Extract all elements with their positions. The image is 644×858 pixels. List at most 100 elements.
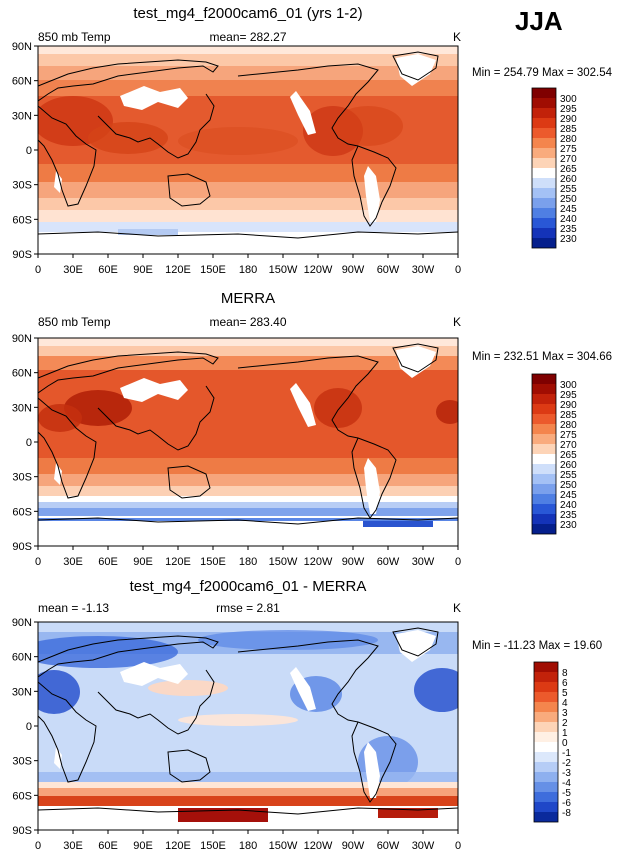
lon-tick-label: 180	[239, 556, 257, 568]
colorbar-label: 295	[560, 390, 577, 401]
lat-axis: 90N 60N 30N 0 30S 60S 90S	[12, 333, 38, 553]
masked-land-rockies	[290, 91, 316, 135]
masked-land-africa	[54, 747, 62, 769]
colorbar-label: 245	[560, 204, 577, 215]
lon-tick-label: 120E	[165, 556, 191, 568]
colorbar-label: 280	[560, 420, 577, 431]
colorbar-label: -6	[562, 798, 571, 809]
coast-south-america	[351, 437, 397, 519]
colorbar-label: -1	[562, 748, 571, 759]
lon-tick-label: 60E	[98, 264, 118, 276]
colorbar-label: 275	[560, 144, 577, 155]
panel-title: test_mg4_f2000cam6_01 (yrs 1-2)	[133, 5, 362, 22]
panel-center-label: rmse = 2.81	[216, 601, 280, 615]
masked-land-greenland	[396, 630, 436, 662]
masked-land-rockies	[290, 667, 316, 711]
colorbar-label: 3	[562, 708, 568, 719]
warm-patch	[178, 714, 298, 726]
lon-tick-label: 60W	[377, 264, 400, 276]
panel-diff: test_mg4_f2000cam6_01 - MERRA mean = -1.…	[12, 578, 602, 852]
coast-greenland	[392, 51, 439, 81]
panel-title: MERRA	[221, 290, 275, 307]
panel-left-label: 850 mb Temp	[38, 30, 111, 44]
colorbar-swatch	[532, 464, 556, 474]
coast-north-america	[237, 355, 379, 439]
band	[38, 458, 458, 476]
coast-antarctica	[38, 231, 458, 239]
colorbar-label: 6	[562, 678, 568, 689]
map-plot: 90N 60N 30N 0 30S 60S 90S 0 30E 60E 90E …	[12, 617, 461, 852]
lon-tick-label: 150E	[200, 556, 226, 568]
colorbar-swatch	[532, 394, 556, 404]
lon-tick-label: 60E	[98, 556, 118, 568]
colorbar-frame	[531, 87, 557, 249]
colorbar-swatch	[532, 494, 556, 504]
colorbar: 300 295 290 285 280 275 270 265 260 255 …	[531, 373, 577, 535]
lon-tick-label: 30W	[412, 840, 435, 852]
lon-tick-label: 150W	[269, 840, 298, 852]
coast-eurasia-north	[38, 59, 219, 102]
colorbar-swatch	[532, 188, 556, 198]
lon-tick-label: 0	[455, 556, 461, 568]
colorbar-label: 255	[560, 184, 577, 195]
coast-south-asia	[97, 669, 215, 735]
colorbar-label: 235	[560, 224, 577, 235]
band	[38, 496, 458, 504]
colorbar-label: 300	[560, 380, 577, 391]
cold-patch	[38, 518, 458, 521]
colorbar-label: 245	[560, 490, 577, 501]
lat-tick-label: 30S	[12, 180, 32, 192]
colorbar-swatch	[534, 672, 558, 682]
lon-tick-label: 90W	[342, 556, 365, 568]
colorbar-label: 265	[560, 450, 577, 461]
lon-tick-label: 0	[455, 264, 461, 276]
coast-antarctica	[38, 517, 458, 525]
lon-axis: 0 30E 60E 90E 120E 150E 180 150W 120W 90…	[35, 254, 461, 276]
lat-tick-label: 60S	[12, 790, 32, 802]
colorbar-swatch	[532, 128, 556, 138]
coast-south-america	[351, 721, 397, 803]
warm-patch	[378, 808, 438, 818]
colorbar-swatch	[532, 208, 556, 218]
colorbar-swatch	[532, 444, 556, 454]
warm-patch	[88, 122, 168, 154]
coast-africa	[38, 397, 97, 499]
coast-greenland	[392, 343, 439, 373]
lat-tick-label: 60S	[12, 506, 32, 518]
colorbar-swatch	[534, 712, 558, 722]
colorbar-swatch	[532, 404, 556, 414]
lon-tick-label: 30E	[63, 840, 83, 852]
lat-tick-label: 90S	[12, 541, 32, 553]
band	[38, 502, 458, 510]
colorbar-label: 290	[560, 400, 577, 411]
coast-south-asia	[97, 93, 215, 159]
colorbar-swatch	[532, 238, 556, 248]
cold-patch	[38, 636, 178, 668]
colorbar: 300 295 290 285 280 275 270 265 260 255 …	[531, 87, 577, 249]
band	[38, 782, 458, 790]
panel-units: K	[453, 601, 461, 615]
band	[38, 474, 458, 488]
lat-tick-label: 30S	[12, 472, 32, 484]
lat-axis: 90N 60N 30N 0 30S 60S 90S	[12, 41, 38, 261]
minmax-label: Min = 232.51 Max = 304.66	[472, 351, 612, 363]
panel-center-label: mean= 282.27	[209, 30, 286, 44]
masked-land-tibet	[120, 662, 188, 686]
colorbar-swatch	[532, 228, 556, 238]
colorbar-swatch	[532, 198, 556, 208]
colorbar-swatch	[532, 138, 556, 148]
coast-africa	[38, 105, 97, 207]
colorbar-swatch	[532, 374, 556, 384]
panel-left-label: mean = -1.13	[38, 601, 109, 615]
colorbar-label: -8	[562, 808, 571, 819]
lon-tick-label: 120W	[304, 840, 333, 852]
colorbar-swatch	[532, 218, 556, 228]
lat-tick-label: 0	[26, 145, 32, 157]
colorbar-swatch	[532, 108, 556, 118]
colorbar-swatch	[534, 812, 558, 822]
colorbar-swatch	[532, 434, 556, 444]
masked-land-tibet	[120, 378, 188, 402]
colorbar-swatch	[532, 148, 556, 158]
band	[38, 772, 458, 782]
colorbar-label: 2	[562, 718, 568, 729]
